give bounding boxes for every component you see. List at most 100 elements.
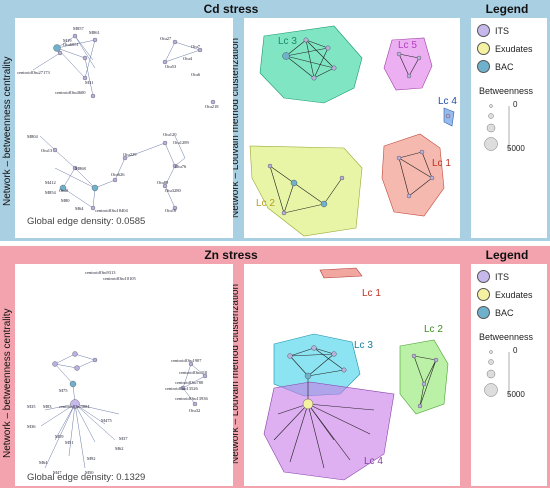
cd-size-max: 5000 [507, 144, 525, 153]
cd-node-label: M80 [61, 198, 70, 203]
cd-cluster-lc5-hull [383, 37, 433, 91]
cd-cluster-lc1-label: Lc 1 [432, 158, 451, 169]
zn-node-label: centroidOtu310 [179, 370, 208, 375]
cd-betweenness-svg: M857 M861 M19 Otu6051 Otu27 Otu7 centroi… [17, 26, 219, 213]
cd-node-label: Otu27 [160, 36, 172, 41]
zn-node-label: M35 [27, 404, 36, 409]
cd-node-label: Otu1289 [173, 140, 190, 145]
zn-cluster-lc2-label: Lc 2 [424, 324, 443, 335]
zn-node-label: centroidOtu780 [175, 380, 204, 385]
cd-node-label: Otu7 [191, 44, 201, 49]
bac-swatch-icon [477, 60, 490, 73]
zn-node-label: M62 [115, 446, 124, 451]
zn-cluster-lc2-hull [399, 339, 449, 415]
cd-node-label: Otu6051 [63, 42, 79, 47]
cd-legend-item-bac: BAC [477, 60, 514, 73]
cd-node-label: Otu0 [59, 188, 69, 193]
zn-node-label: M36 [27, 424, 36, 429]
cd-node-label: M857 [73, 26, 85, 31]
zn-node-label: centroidOtu10105 [103, 276, 136, 281]
cd-node-label: M804 [27, 134, 39, 139]
cd-node-label: centroidOtu18404 [95, 208, 128, 213]
zn-legend-title: Legend [485, 248, 529, 262]
cd-node-label: M64 [75, 206, 84, 211]
zn-cluster-lc4-hull [263, 381, 395, 481]
zn-node-label: M75 [59, 388, 68, 393]
zn-edge-density: Global edge density: 0.1329 [27, 472, 146, 483]
cd-left-axis-label: Network – betweenness centrality [2, 56, 13, 206]
zn-node-label: M59 [55, 434, 64, 439]
cd-louvain-network: Lc 3 Lc 5 Lc 4 Lc 2 Lc 1 [244, 18, 460, 238]
cd-node-label: Otu4 [183, 56, 193, 61]
cd-node-label: centroidOtu27173 [17, 70, 50, 75]
zn-cluster-lc1-hull [319, 267, 363, 279]
zn-node-label: M37 [119, 436, 128, 441]
zn-node-label: Otu32 [189, 408, 200, 413]
exudates-swatch-icon [477, 42, 490, 55]
cd-cluster-lc1-hull [381, 133, 445, 217]
zn-louvain-svg [263, 267, 449, 481]
cd-betweenness-network: M857 M861 M19 Otu6051 Otu27 Otu7 centroi… [15, 18, 233, 238]
zn-stress-panel: Zn stress Legend Network – betweenness c… [0, 246, 550, 488]
cd-node-label: Otu53 [165, 64, 177, 69]
zn-legend: ITS Exudates BAC Betweenness 0 5000 [471, 264, 547, 486]
zn-node-label: M47 [53, 470, 62, 475]
cd-node-label: Otu16 [165, 208, 177, 213]
zn-node-label: centroidOtu13936 [175, 396, 208, 401]
zn-cluster-lc1-label: Lc 1 [362, 288, 381, 299]
zn-louvain-network: Lc 1 Lc 3 Lc 2 Lc 4 [244, 264, 460, 486]
zn-size-max: 5000 [507, 390, 525, 399]
cd-louvain-svg [249, 25, 455, 237]
cd-legend-title: Legend [485, 2, 529, 16]
cd-panel-title: Cd stress [203, 2, 259, 16]
zn-legend-size-title: Betweenness [479, 332, 534, 342]
zn-node-label: M50 [85, 470, 94, 475]
cd-cluster-lc5-label: Lc 5 [398, 40, 417, 51]
cd-node-label: Otu229 [123, 152, 137, 157]
zn-left-axis-label: Network – betweenness centrality [2, 308, 13, 458]
zn-legend-item-bac: BAC [477, 306, 514, 319]
cd-node-label: M868 [75, 166, 87, 171]
cd-cluster-lc2-hull [249, 145, 363, 237]
zn-node-label: centroidOtu13526 [165, 386, 198, 391]
cd-node-label: Otu6 [191, 72, 201, 77]
zn-betweenness-network: centroidOtu9313 centroidOtu10105 centroi… [15, 264, 233, 486]
zn-betweenness-svg: centroidOtu9313 centroidOtu10105 centroi… [27, 270, 208, 475]
cd-node-label: Otu13 [41, 148, 53, 153]
cd-cluster-lc3-label: Lc 3 [278, 36, 297, 47]
zn-panel-title: Zn stress [204, 248, 258, 262]
cd-node-label: Otu89 [157, 180, 169, 185]
cd-node-label: centroidOtu4600 [55, 90, 86, 95]
zn-legend-item-exudates: Exudates [477, 288, 533, 301]
zn-node-label: centroidOtu3804 [59, 404, 90, 409]
zn-size-scale-icon [484, 350, 510, 397]
cd-node-label: M19 [63, 38, 72, 43]
zn-cluster-lc3-label: Lc 3 [354, 340, 373, 351]
cd-legend-item-its: ITS [477, 24, 509, 37]
cd-edge-density: Global edge density: 0.0585 [27, 216, 146, 227]
cd-legend-item-exudates: Exudates [477, 42, 533, 55]
cd-cluster-lc4-label: Lc 4 [438, 96, 457, 107]
zn-node-label: centroidOtu9313 [85, 270, 116, 275]
zn-node-label: M475 [101, 418, 113, 423]
zn-node-label: M83 [43, 404, 52, 409]
cd-node-label: M31 [85, 80, 94, 85]
cd-legend: ITS Exudates BAC Betweenness 0 5000 [471, 18, 547, 238]
zn-cluster-lc4-label: Lc 4 [364, 456, 383, 467]
bac-swatch-icon [477, 306, 490, 319]
zn-node-label: M51 [65, 440, 74, 445]
cd-size-min: 0 [513, 100, 518, 109]
cd-node-label: Otu76 [175, 164, 187, 169]
cd-node-label: Otu120 [163, 132, 177, 137]
cd-node-label: M854 [45, 190, 57, 195]
its-swatch-icon [477, 270, 490, 283]
cd-cluster-lc2-label: Lc 2 [256, 198, 275, 209]
cd-stress-panel: Cd stress Legend Network – betweenness c… [0, 0, 550, 241]
zn-node-label: M92 [87, 456, 96, 461]
zn-node-label: M64 [39, 460, 48, 465]
cd-legend-size-title: Betweenness [479, 86, 534, 96]
zn-node-label: centroidOtu1907 [171, 358, 202, 363]
cd-node-label: Otu218 [205, 104, 219, 109]
cd-node-label: M412 [45, 180, 56, 185]
its-swatch-icon [477, 24, 490, 37]
